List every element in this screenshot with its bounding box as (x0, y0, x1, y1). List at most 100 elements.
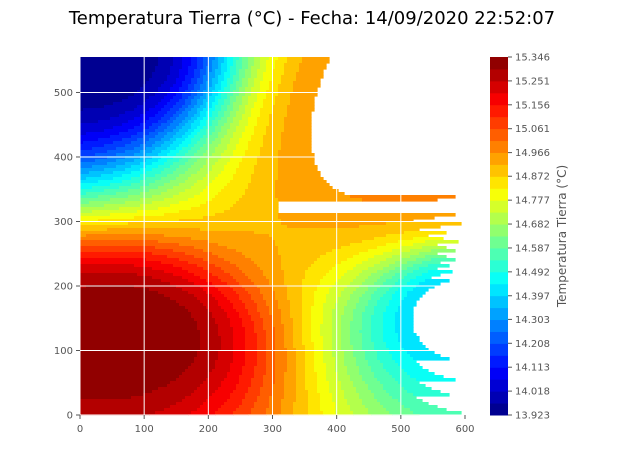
contour-band (164, 213, 216, 217)
contour-band (242, 372, 255, 376)
contour-band (215, 84, 222, 88)
contour-band (140, 186, 159, 190)
contour-band (203, 66, 207, 70)
contour-band (302, 300, 315, 304)
contour-band (269, 309, 282, 313)
colorbar-segment (490, 379, 508, 392)
contour-band (203, 135, 210, 139)
contour-band (233, 57, 240, 61)
contour-band (254, 330, 267, 334)
contour-band (254, 129, 267, 133)
contour-band (164, 129, 174, 133)
contour-band (242, 96, 249, 100)
contour-band (266, 372, 276, 376)
contour-band (227, 108, 234, 112)
contour-band (398, 309, 414, 313)
contour-band (320, 405, 336, 409)
contour-band (203, 63, 210, 67)
contour-band (80, 162, 108, 166)
contour-band (227, 147, 237, 151)
contour-band (260, 66, 267, 70)
contour-band (89, 201, 126, 205)
contour-band (203, 75, 210, 79)
contour-band (152, 162, 165, 166)
contour-band (80, 315, 192, 319)
contour-band (230, 66, 237, 70)
contour-band (314, 351, 324, 355)
contour-band (242, 159, 258, 163)
contour-band (158, 240, 210, 244)
contour-band (359, 285, 369, 289)
contour-band (200, 87, 207, 91)
contour-band (197, 57, 204, 61)
contour-band (149, 117, 162, 121)
contour-band (107, 150, 126, 154)
contour-band (209, 72, 216, 76)
contour-band (281, 144, 312, 148)
x-tick-label: 200 (199, 424, 218, 435)
contour-band (152, 75, 168, 79)
contour-band (140, 150, 153, 154)
contour-band (368, 288, 378, 292)
contour-band (191, 90, 198, 94)
contour-band (80, 117, 111, 121)
contour-band (185, 99, 192, 103)
contour-band (194, 318, 216, 322)
contour-band (92, 165, 117, 169)
contour-band (266, 96, 276, 100)
contour-band (284, 120, 312, 124)
contour-band (161, 171, 174, 175)
contour-band (113, 171, 132, 175)
contour-band (80, 165, 93, 169)
contour-band (140, 156, 153, 160)
contour-band (275, 291, 288, 295)
contour-band (212, 252, 243, 256)
contour-band (80, 210, 93, 214)
contour-band (311, 327, 321, 331)
contour-band (269, 114, 288, 118)
contour-band (209, 60, 213, 64)
contour-band (218, 114, 225, 118)
contour-band (284, 126, 312, 130)
contour-band (341, 318, 354, 322)
contour-band (197, 141, 207, 145)
contour-band (152, 201, 180, 205)
contour-band (230, 273, 246, 277)
contour-band (182, 147, 192, 151)
contour-band (386, 309, 399, 313)
contour-band (365, 405, 384, 409)
contour-band (371, 324, 384, 328)
contour-band (311, 336, 324, 340)
contour-band (146, 165, 159, 169)
colorbar-tick-label: 14.113 (515, 363, 550, 374)
contour-band (233, 345, 246, 349)
contour-band (242, 57, 249, 61)
contour-band (131, 165, 147, 169)
colorbar-tick-label: 14.966 (515, 148, 550, 159)
contour-band (179, 174, 192, 178)
contour-band (182, 372, 210, 376)
contour-band (335, 357, 345, 361)
contour-band (236, 84, 243, 88)
contour-band (146, 159, 159, 163)
contour-band (203, 165, 213, 169)
contour-band (164, 105, 174, 109)
contour-band (341, 324, 351, 328)
contour-band (185, 75, 195, 79)
contour-band (218, 357, 234, 361)
contour-band (239, 120, 249, 124)
contour-band (284, 342, 294, 346)
contour-band (398, 333, 417, 337)
contour-band (314, 348, 324, 352)
contour-band (257, 336, 267, 340)
contour-band (158, 291, 189, 295)
contour-band (329, 384, 342, 388)
contour-band (410, 279, 426, 283)
contour-band (350, 324, 363, 328)
contour-band (383, 252, 402, 256)
contour-band (263, 321, 273, 325)
contour-band (146, 120, 159, 124)
contour-band (113, 102, 144, 106)
contour-band (179, 69, 189, 73)
contour-band (194, 360, 216, 364)
